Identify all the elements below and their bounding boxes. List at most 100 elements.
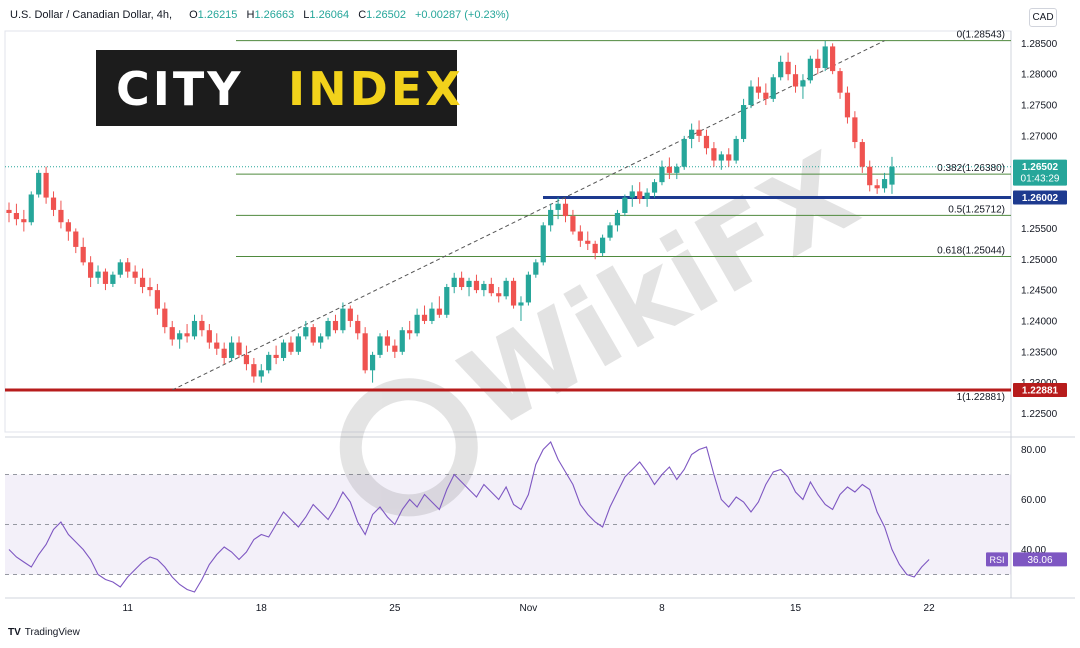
candle-body — [674, 166, 680, 173]
candle-body — [540, 225, 546, 263]
tradingview-icon: TV — [8, 627, 21, 638]
candle-body — [800, 80, 806, 87]
rsi-value-text: 36.06 — [1027, 555, 1052, 566]
price-tick-label: 1.28500 — [1021, 39, 1058, 50]
candle-body — [369, 354, 376, 371]
candle-body — [473, 280, 480, 291]
logo-word-city: CITY — [116, 62, 244, 116]
candle-body — [733, 138, 739, 161]
candle-body — [570, 216, 576, 232]
candle-body — [622, 197, 628, 213]
price-tag — [1013, 382, 1067, 397]
price-tick-label: 1.27000 — [1021, 131, 1058, 142]
price-tick-label: 1.24000 — [1021, 316, 1058, 327]
candle-body — [266, 354, 272, 371]
tradingview-footer[interactable]: TV TradingView — [8, 627, 80, 638]
candle-body — [206, 330, 212, 343]
candle-body — [792, 74, 799, 87]
candle-body — [392, 345, 398, 352]
candle-body — [696, 129, 702, 136]
candle-body — [65, 222, 71, 232]
currency-button[interactable]: CAD — [1029, 8, 1057, 27]
candle-body — [718, 154, 724, 161]
candle-body — [689, 129, 695, 139]
candle-body — [644, 192, 650, 199]
candle-body — [607, 225, 613, 238]
candle-body — [703, 135, 710, 149]
high-value: 1.26663 — [254, 9, 295, 21]
candle-body — [681, 138, 687, 167]
price-tick-label: 1.22500 — [1021, 409, 1058, 420]
candle-body — [117, 262, 123, 275]
time-tick-label: 18 — [256, 603, 268, 614]
candle-body — [585, 240, 591, 244]
candle-body — [191, 320, 198, 337]
change-value: +0.00287 (+0.23%) — [415, 9, 510, 21]
candle-body — [347, 308, 353, 321]
logo-word-index: INDEX — [288, 62, 464, 116]
candle-body — [88, 262, 94, 278]
candle-body — [288, 342, 294, 352]
candle-body — [95, 271, 101, 278]
candle-body — [525, 274, 531, 303]
candle-body — [340, 308, 346, 331]
candle-body — [303, 327, 309, 337]
fib-level-label: 0.618(1.25044) — [937, 246, 1005, 257]
candle-body — [436, 308, 442, 315]
candle-body — [21, 219, 27, 223]
candle-body — [325, 320, 331, 337]
candle-body — [50, 197, 57, 210]
candle-body — [881, 179, 888, 189]
candle-body — [273, 354, 279, 358]
candle-body — [533, 262, 539, 275]
price-tag-value: 1.26502 — [1022, 162, 1059, 173]
candle-body — [139, 277, 146, 288]
fib-level-label: 1(1.22881) — [957, 392, 1005, 403]
candle-body — [414, 314, 420, 334]
time-tick-label: 8 — [659, 603, 665, 614]
rsi-tick-label: 40.00 — [1021, 545, 1046, 556]
price-tag — [1013, 159, 1067, 186]
candle-body — [236, 342, 242, 355]
close-value: 1.26502 — [366, 9, 406, 21]
candle-body — [748, 86, 754, 106]
candle-body — [577, 231, 583, 241]
candle-body — [874, 185, 880, 189]
high-label: H — [246, 9, 255, 21]
symbol-title: U.S. Dollar / Canadian Dollar, 4h, — [10, 9, 173, 21]
fib-level-label: 0(1.28543) — [957, 30, 1005, 41]
open-value: 1.26215 — [197, 9, 238, 21]
candle-body — [58, 209, 64, 223]
price-tick-label: 1.28000 — [1021, 70, 1058, 81]
candle-body — [421, 314, 428, 321]
candle-body — [740, 105, 747, 139]
watermark-icon — [339, 378, 478, 517]
candle-body — [28, 194, 34, 223]
candle-body — [488, 283, 494, 294]
candle-body — [466, 280, 472, 288]
candle-body — [548, 209, 554, 226]
candle-body — [755, 86, 762, 93]
candle-body — [110, 274, 116, 284]
rsi-label-text: RSI — [989, 555, 1004, 565]
candle-body — [659, 166, 665, 183]
candle-body — [362, 333, 368, 371]
rsi-label-tag — [986, 552, 1008, 567]
candle-body — [162, 308, 168, 328]
price-tag-countdown: 01:43:29 — [1021, 174, 1060, 185]
price-tag-value: 1.26002 — [1022, 193, 1059, 204]
low-value: 1.26064 — [309, 9, 350, 21]
candle-body — [177, 333, 183, 340]
candle-body — [711, 148, 717, 161]
candle-body — [184, 333, 190, 337]
candle-body — [451, 277, 457, 288]
time-tick-label: Nov — [520, 603, 538, 614]
close-label: C — [358, 9, 367, 21]
candle-body — [384, 336, 391, 346]
candle-body — [592, 243, 598, 254]
candle-body — [666, 166, 672, 173]
price-tag-value: 1.22881 — [1022, 385, 1059, 396]
candle-body — [518, 302, 524, 306]
low-label: L — [303, 9, 310, 21]
